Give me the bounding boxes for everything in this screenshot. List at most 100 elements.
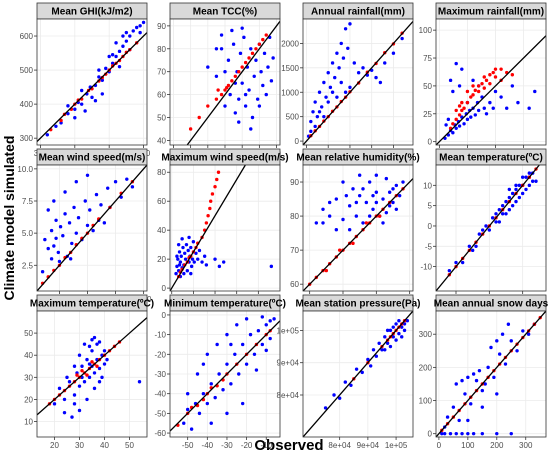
blue-point bbox=[322, 80, 326, 85]
blue-point bbox=[260, 342, 265, 347]
red-point bbox=[473, 88, 477, 93]
blue-point bbox=[214, 74, 219, 78]
blue-point bbox=[509, 431, 513, 436]
blue-point bbox=[197, 411, 202, 416]
y-tick-label: -40 bbox=[154, 390, 166, 399]
blue-point bbox=[125, 177, 129, 181]
blue-point bbox=[326, 100, 330, 104]
blue-point bbox=[397, 318, 401, 323]
blue-point bbox=[83, 199, 87, 203]
blue-point bbox=[95, 342, 99, 346]
blue-point bbox=[509, 339, 513, 343]
x-tick-label: -40 bbox=[202, 441, 214, 450]
x-axis-title: Observed bbox=[254, 437, 323, 454]
blue-point bbox=[194, 251, 198, 256]
blue-point bbox=[339, 80, 343, 85]
blue-point bbox=[261, 83, 265, 88]
blue-point bbox=[85, 397, 89, 402]
blue-point bbox=[349, 383, 353, 388]
panel-2: Mean TCC(%)30405060708090405060708090 bbox=[157, 2, 282, 158]
blue-point bbox=[494, 220, 498, 224]
blue-point bbox=[90, 338, 94, 342]
blue-point bbox=[205, 401, 210, 406]
x-tick-label: 0 bbox=[437, 441, 442, 450]
blue-point bbox=[82, 380, 87, 384]
blue-point bbox=[504, 199, 508, 204]
blue-point bbox=[400, 36, 404, 41]
blue-point bbox=[230, 28, 234, 33]
blue-point bbox=[213, 257, 217, 261]
blue-point bbox=[484, 112, 489, 116]
blue-point bbox=[62, 397, 67, 402]
panel-title: Mean wind speed(m/s) bbox=[39, 153, 146, 164]
blue-point bbox=[259, 69, 263, 74]
red-point bbox=[188, 127, 193, 131]
y-tick-label: 60 bbox=[290, 280, 299, 289]
red-point bbox=[454, 117, 458, 122]
panel-title: Minimum temperature(ºC) bbox=[164, 299, 286, 310]
red-point bbox=[209, 199, 213, 203]
blue-point bbox=[451, 405, 456, 409]
blue-point bbox=[391, 51, 396, 55]
red-point bbox=[59, 118, 63, 123]
x-tick-label: 30 bbox=[75, 441, 84, 450]
blue-point bbox=[138, 30, 142, 35]
y-tick-label: 50 bbox=[24, 329, 33, 338]
x-tick-label: -10 bbox=[260, 441, 272, 450]
red-point bbox=[197, 115, 201, 120]
blue-point bbox=[402, 328, 407, 333]
blue-point bbox=[54, 124, 58, 128]
blue-point bbox=[237, 97, 241, 101]
blue-point bbox=[476, 108, 481, 113]
blue-point bbox=[457, 124, 462, 128]
blue-point bbox=[114, 41, 118, 45]
blue-point bbox=[228, 92, 232, 97]
blue-point bbox=[92, 386, 97, 391]
blue-point bbox=[175, 254, 179, 258]
blue-point bbox=[402, 322, 407, 326]
blue-point bbox=[92, 371, 97, 375]
blue-point bbox=[204, 263, 209, 267]
y-tick-label: -10 bbox=[420, 263, 432, 272]
blue-point bbox=[371, 207, 375, 211]
red-point bbox=[377, 214, 382, 218]
blue-point bbox=[59, 121, 63, 125]
blue-point bbox=[100, 92, 105, 96]
blue-point bbox=[268, 319, 272, 323]
red-point bbox=[90, 360, 94, 364]
panel-points bbox=[436, 165, 540, 291]
blue-point bbox=[361, 221, 365, 225]
y-tick-label: 300 bbox=[419, 330, 433, 339]
blue-point bbox=[347, 204, 352, 208]
blue-point bbox=[97, 380, 102, 384]
blue-point bbox=[497, 352, 502, 356]
blue-point bbox=[191, 240, 196, 244]
x-tick-label: 8e+04 bbox=[328, 441, 351, 450]
identity-line bbox=[170, 165, 246, 291]
blue-point bbox=[400, 325, 404, 329]
blue-point bbox=[380, 348, 384, 352]
blue-point bbox=[262, 51, 267, 56]
blue-point bbox=[507, 187, 512, 192]
panel-background bbox=[436, 165, 546, 291]
blue-point bbox=[107, 54, 111, 59]
blue-point bbox=[383, 61, 387, 65]
blue-point bbox=[490, 216, 495, 220]
blue-point bbox=[205, 352, 210, 357]
blue-point bbox=[460, 431, 464, 436]
blue-point bbox=[46, 208, 50, 212]
blue-point bbox=[137, 380, 142, 384]
blue-point bbox=[371, 193, 375, 198]
blue-point bbox=[495, 392, 499, 396]
blue-point bbox=[189, 271, 193, 276]
y-tick-label: 2.5 bbox=[22, 261, 34, 270]
blue-point bbox=[348, 22, 352, 26]
blue-point bbox=[187, 235, 191, 240]
blue-point bbox=[530, 179, 535, 183]
blue-point bbox=[56, 250, 61, 255]
blue-point bbox=[186, 248, 190, 253]
blue-point bbox=[366, 357, 370, 362]
blue-point bbox=[388, 328, 393, 333]
blue-point bbox=[324, 95, 328, 99]
x-tick-label: 1e+05 bbox=[385, 441, 408, 450]
